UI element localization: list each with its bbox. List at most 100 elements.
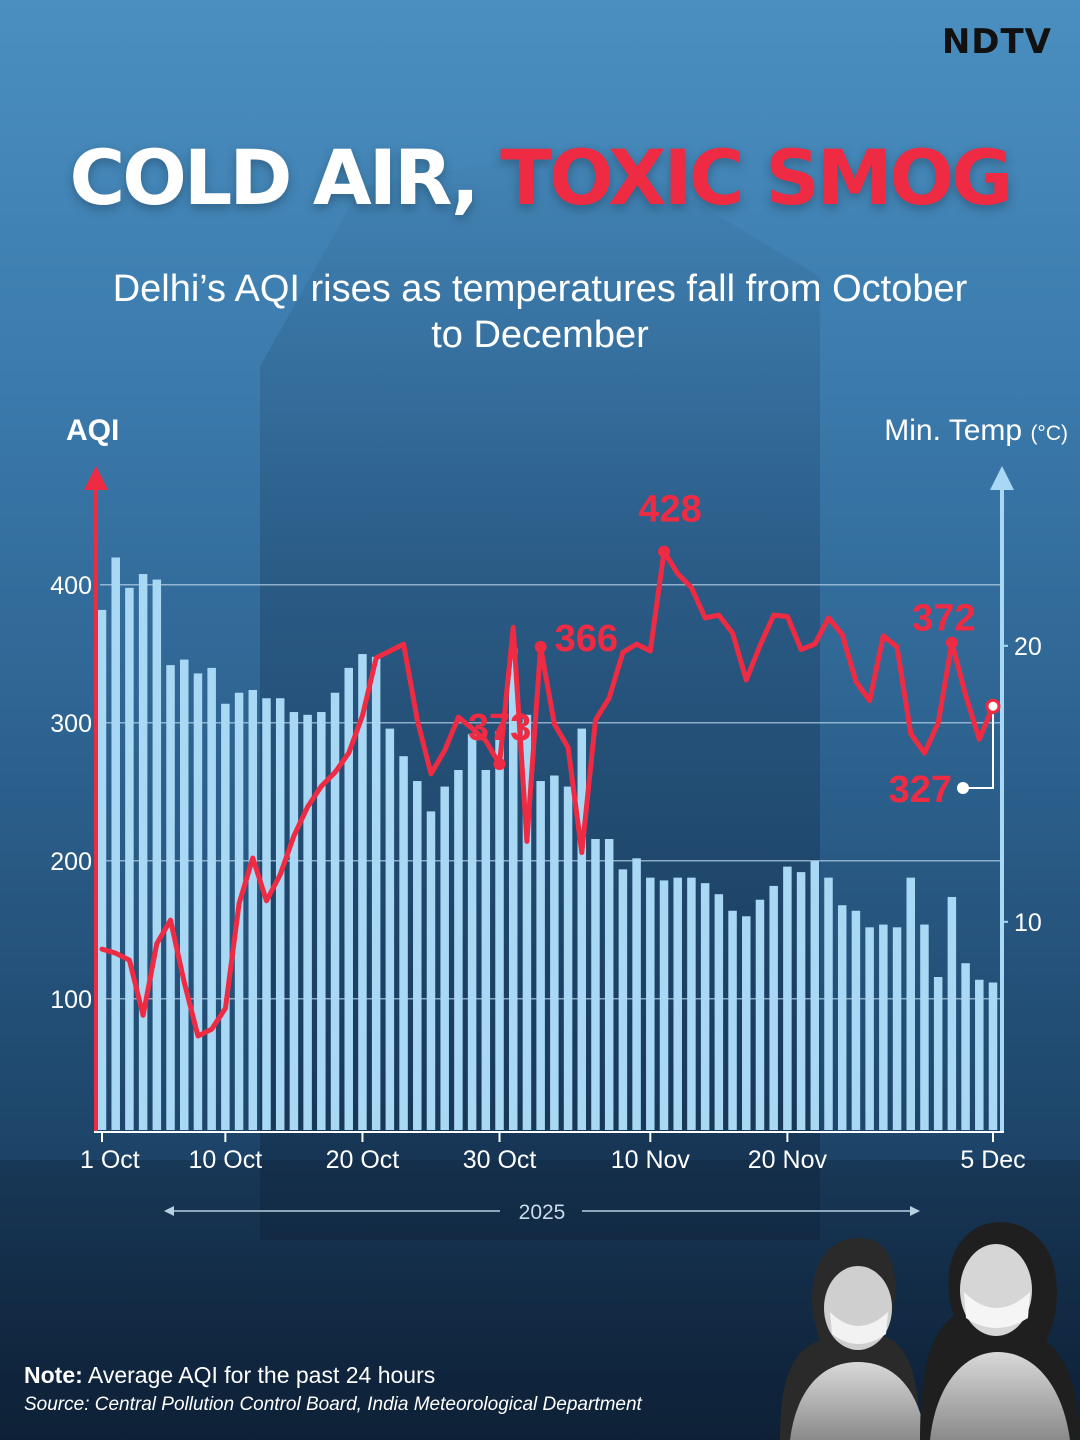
headline-part-2: TOXIC SMOG bbox=[500, 133, 1013, 222]
aqi-callout-label: 327 bbox=[889, 769, 952, 811]
temp-bar bbox=[221, 703, 230, 1130]
source-line: Source: Central Pollution Control Board,… bbox=[24, 1394, 642, 1415]
temp-bar bbox=[207, 667, 216, 1130]
footnote: Note: Average AQI for the past 24 hours bbox=[24, 1362, 435, 1389]
x-tick-label: 1 Oct bbox=[80, 1146, 140, 1174]
aqi-callout-label: 428 bbox=[638, 489, 701, 531]
x-tick-label: 20 Oct bbox=[326, 1146, 400, 1174]
temp-bar bbox=[947, 896, 957, 1130]
note-text: Average AQI for the past 24 hours bbox=[87, 1362, 436, 1388]
aqi-tick-label: 100 bbox=[50, 986, 92, 1014]
year-label: 2025 bbox=[519, 1201, 566, 1224]
temp-bar bbox=[138, 574, 148, 1130]
temp-bar bbox=[933, 977, 943, 1130]
temp-bar bbox=[289, 712, 299, 1130]
temp-bar bbox=[577, 728, 587, 1130]
temp-bar bbox=[879, 924, 888, 1130]
aqi-peak-point bbox=[534, 640, 547, 653]
temp-bar bbox=[618, 869, 628, 1130]
temp-bar bbox=[961, 963, 970, 1130]
temp-bar bbox=[646, 877, 655, 1130]
temp-bar bbox=[892, 927, 902, 1130]
temp-bar bbox=[837, 905, 847, 1130]
year-span-arrow-left bbox=[164, 1206, 174, 1216]
temp-tick-label: 10 bbox=[1014, 909, 1042, 937]
temp-axis-title: Min. Temp (°C) bbox=[884, 414, 1068, 448]
temp-bar bbox=[659, 880, 669, 1130]
temp-bar bbox=[426, 811, 436, 1130]
note-label: Note: bbox=[24, 1362, 83, 1388]
aqi-tick-label: 200 bbox=[50, 848, 92, 876]
temp-bar bbox=[385, 728, 395, 1130]
aqi-callout-label: 366 bbox=[555, 618, 618, 660]
temp-bar bbox=[920, 924, 929, 1130]
temp-bar bbox=[673, 877, 682, 1130]
temp-bar bbox=[550, 775, 559, 1130]
x-tick-label: 20 Nov bbox=[748, 1146, 828, 1174]
temp-bar bbox=[728, 910, 737, 1130]
subtitle: Delhi’s AQI rises as temperatures fall f… bbox=[112, 268, 968, 356]
temp-bar bbox=[467, 734, 477, 1130]
temp-bar bbox=[536, 781, 545, 1130]
aqi-peak-point bbox=[493, 758, 506, 771]
temp-bar bbox=[303, 714, 312, 1130]
aqi-callout-label: 372 bbox=[912, 598, 975, 640]
year-span-arrow-right bbox=[910, 1206, 920, 1216]
temp-bar bbox=[975, 979, 984, 1130]
aqi-axis-title: AQI bbox=[66, 414, 120, 447]
temp-bar bbox=[632, 858, 641, 1130]
temp-bar bbox=[810, 861, 820, 1130]
temp-bar bbox=[851, 910, 861, 1130]
temp-bar bbox=[481, 770, 491, 1130]
temp-bar bbox=[906, 877, 916, 1130]
temp-bar bbox=[166, 665, 175, 1130]
masked-women-photo bbox=[780, 1222, 1080, 1440]
logo-text: NDTV bbox=[941, 22, 1052, 62]
temp-bar bbox=[440, 786, 449, 1130]
temp-bar bbox=[783, 866, 792, 1130]
headline-part-1: COLD AIR, bbox=[69, 133, 480, 222]
temp-bar bbox=[988, 982, 998, 1130]
callout-leader-dot bbox=[957, 782, 969, 794]
temp-axis-unit: (°C) bbox=[1030, 422, 1068, 445]
temp-bar bbox=[796, 872, 806, 1130]
temp-bar bbox=[687, 877, 696, 1130]
temp-bar bbox=[97, 609, 107, 1130]
temp-bar bbox=[358, 654, 367, 1130]
aqi-callout-label: 373 bbox=[468, 707, 531, 749]
temp-bar bbox=[262, 698, 271, 1130]
headline: COLD AIR, TOXIC SMOG bbox=[0, 140, 1080, 216]
x-tick-label: 10 Oct bbox=[189, 1146, 263, 1174]
temp-bar bbox=[591, 839, 600, 1130]
callout-leader bbox=[963, 714, 994, 789]
temp-axis-arrow bbox=[990, 466, 1014, 490]
temp-bar bbox=[179, 659, 189, 1130]
aqi-peak-point bbox=[658, 545, 671, 558]
temp-tick-label: 20 bbox=[1014, 633, 1042, 661]
x-tick-label: 30 Oct bbox=[463, 1146, 537, 1174]
aqi-line bbox=[99, 549, 996, 1039]
temp-bar bbox=[248, 689, 258, 1130]
ndtv-logo: NDTV bbox=[942, 22, 1052, 62]
temp-bar bbox=[563, 786, 573, 1130]
temp-bar bbox=[508, 648, 518, 1130]
temp-bar bbox=[371, 656, 381, 1130]
temp-bar bbox=[865, 927, 874, 1130]
temp-bar bbox=[317, 712, 326, 1130]
temp-bar bbox=[769, 885, 778, 1130]
aqi-tick-label: 300 bbox=[50, 710, 92, 738]
temp-bar bbox=[275, 698, 285, 1130]
temp-bar bbox=[413, 781, 422, 1130]
temp-bar bbox=[522, 714, 532, 1130]
temp-bar bbox=[742, 916, 751, 1130]
temp-bar bbox=[824, 877, 833, 1130]
x-tick-label: 5 Dec bbox=[960, 1146, 1025, 1174]
temp-bar bbox=[330, 692, 340, 1130]
temp-bar bbox=[714, 894, 724, 1130]
temp-bar bbox=[152, 579, 162, 1130]
aqi-peak-point bbox=[945, 636, 958, 649]
temp-bar bbox=[125, 587, 134, 1130]
aqi-last-point bbox=[985, 698, 1001, 714]
temp-axis-label: Min. Temp bbox=[884, 414, 1023, 447]
